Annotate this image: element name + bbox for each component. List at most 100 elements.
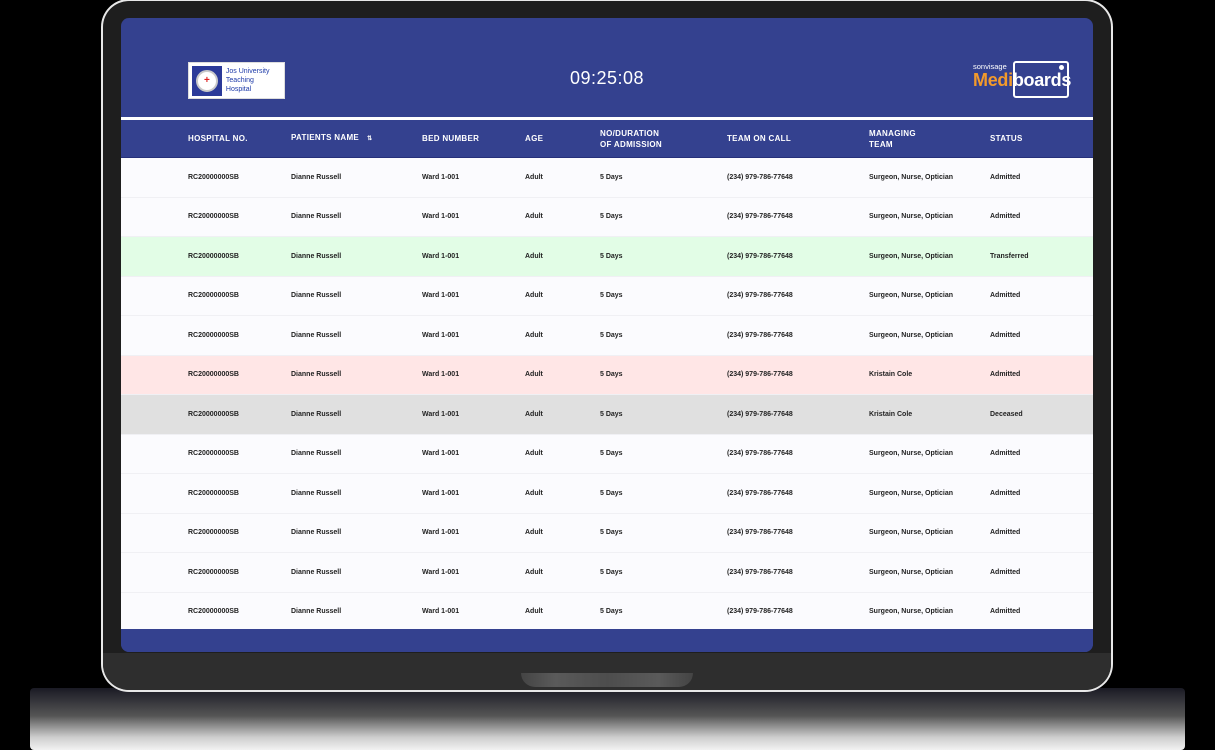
duration-cell: 5 Days (600, 173, 623, 181)
patient-name-cell: Dianne Russell (291, 568, 342, 576)
table-row[interactable]: RC20000000SB Dianne Russell Ward 1-001 Adul… (121, 197, 1093, 237)
managing-team-cell: Surgeon, Nurse, Optician (869, 608, 954, 616)
patient-name-cell: Dianne Russell (291, 331, 342, 339)
status-cell: Admitted (990, 529, 1021, 537)
col-managing-team[interactable]: MANAGING TEAM (869, 128, 916, 150)
status-cell: Admitted (990, 331, 1021, 339)
managing-team-cell: Surgeon, Nurse, Optician (869, 529, 954, 537)
col-age[interactable]: AGE (525, 134, 544, 143)
age-cell: Adult (525, 410, 543, 418)
status-cell: Admitted (990, 371, 1021, 379)
table-row[interactable]: RC20000000SB Dianne Russell Ward 1-001 Adul… (121, 276, 1093, 316)
hospital-emblem-icon: + (192, 65, 222, 96)
managing-team-cell: Surgeon, Nurse, Optician (869, 292, 954, 300)
laptop-notch (521, 673, 693, 687)
patient-name-cell: Dianne Russell (291, 450, 342, 458)
top-header: + Jos University Teaching Hospital 09:25… (121, 18, 1093, 117)
bed-number-cell: Ward 1-001 (422, 213, 460, 221)
clock: 09:25:08 (569, 68, 645, 88)
col-hospital-no[interactable]: HOSPITAL NO. (188, 134, 248, 143)
age-cell: Adult (525, 331, 543, 339)
bed-number-cell: Ward 1-001 (422, 568, 460, 576)
managing-team-cell: Surgeon, Nurse, Optician (869, 213, 954, 221)
duration-cell: 5 Days (600, 568, 623, 576)
team-on-call-cell: (234) 979-786-77648 (727, 410, 793, 418)
status-cell: Admitted (990, 608, 1021, 616)
age-cell: Adult (525, 173, 543, 181)
table-row[interactable]: RC20000000SB Dianne Russell Ward 1-001 Adul… (121, 474, 1093, 514)
duration-cell: 5 Days (600, 331, 623, 339)
bed-number-cell: Ward 1-001 (422, 450, 460, 458)
col-managing-line2: TEAM (869, 139, 893, 149)
col-team-on-call[interactable]: TEAM ON CALL (727, 134, 792, 143)
hospital-no-cell: RC20000000SB (188, 292, 239, 300)
table-row[interactable]: RC20000000SB Dianne Russell Ward 1-001 Adul… (121, 316, 1093, 356)
hospital-logo: + Jos University Teaching Hospital (188, 62, 285, 99)
patient-name-cell: Dianne Russell (291, 213, 342, 221)
team-on-call-cell: (234) 979-786-77648 (727, 371, 793, 379)
col-patients-name-label: PATIENTS NAME (291, 133, 360, 142)
team-on-call-cell: (234) 979-786-77648 (727, 213, 793, 221)
mediboards-logo: sonvisage Mediboards (971, 60, 1071, 100)
team-on-call-cell: (234) 979-786-77648 (727, 568, 793, 576)
laptop-chin (103, 653, 1111, 690)
team-on-call-cell: (234) 979-786-77648 (727, 529, 793, 537)
table-row[interactable]: RC20000000SB Dianne Russell Ward 1-001 Adul… (121, 553, 1093, 593)
duration-cell: 5 Days (600, 213, 623, 221)
hospital-no-cell: RC20000000SB (188, 529, 239, 537)
managing-team-cell: Kristain Cole (869, 371, 913, 379)
screen: + Jos University Teaching Hospital 09:25… (121, 18, 1093, 652)
patient-name-cell: Dianne Russell (291, 173, 342, 181)
duration-cell: 5 Days (600, 608, 623, 616)
laptop-frame: + Jos University Teaching Hospital 09:25… (103, 1, 1111, 690)
team-on-call-cell: (234) 979-786-77648 (727, 608, 793, 616)
hospital-no-cell: RC20000000SB (188, 608, 239, 616)
table-row[interactable]: RC20000000SB Dianne Russell Ward 1-001 Adul… (121, 158, 1093, 198)
duration-cell: 5 Days (600, 292, 623, 300)
team-on-call-cell: (234) 979-786-77648 (727, 450, 793, 458)
hospital-no-cell: RC20000000SB (188, 252, 239, 260)
duration-cell: 5 Days (600, 252, 623, 260)
sort-icon[interactable]: ⇅ (367, 136, 373, 142)
header-divider (121, 117, 1093, 120)
col-bed-number[interactable]: BED NUMBER (422, 134, 480, 143)
status-cell: Admitted (990, 489, 1021, 497)
status-cell: Transferred (990, 252, 1029, 260)
col-duration[interactable]: NO/DURATION OF ADMISSION (600, 128, 662, 150)
bed-number-cell: Ward 1-001 (422, 489, 460, 497)
col-status[interactable]: STATUS (990, 134, 1023, 143)
col-patients-name[interactable]: PATIENTS NAME ⇅ (291, 132, 372, 145)
managing-team-cell: Kristain Cole (869, 410, 913, 418)
age-cell: Adult (525, 252, 543, 260)
table-row[interactable]: RC20000000SB Dianne Russell Ward 1-001 Adul… (121, 513, 1093, 553)
status-cell: Admitted (990, 213, 1021, 221)
duration-cell: 5 Days (600, 450, 623, 458)
table-row[interactable]: RC20000000SB Dianne Russell Ward 1-001 Adul… (121, 237, 1093, 277)
col-duration-line1: NO/DURATION (600, 128, 660, 138)
table-row[interactable]: RC20000000SB Dianne Russell Ward 1-001 Adul… (121, 434, 1093, 474)
duration-cell: 5 Days (600, 371, 623, 379)
age-cell: Adult (525, 529, 543, 537)
hospital-no-cell: RC20000000SB (188, 489, 239, 497)
team-on-call-cell: (234) 979-786-77648 (727, 252, 793, 260)
footer-bar (121, 629, 1093, 652)
bed-number-cell: Ward 1-001 (422, 529, 460, 537)
table-row[interactable]: RC20000000SB Dianne Russell Ward 1-001 Adul… (121, 395, 1093, 435)
patient-name-cell: Dianne Russell (291, 252, 342, 260)
bed-number-cell: Ward 1-001 (422, 608, 460, 616)
board-icon (1013, 61, 1069, 98)
patient-name-cell: Dianne Russell (291, 608, 342, 616)
hospital-no-cell: RC20000000SB (188, 568, 239, 576)
bed-number-cell: Ward 1-001 (422, 173, 460, 181)
table-row[interactable]: RC20000000SB Dianne Russell Ward 1-001 Adul… (121, 592, 1093, 632)
status-cell: Admitted (990, 450, 1021, 458)
status-cell: Deceased (990, 410, 1023, 418)
managing-team-cell: Surgeon, Nurse, Optician (869, 489, 954, 497)
hospital-no-cell: RC20000000SB (188, 371, 239, 379)
table-row[interactable]: RC20000000SB Dianne Russell Ward 1-001 Adul… (121, 355, 1093, 395)
hospital-name-line1: Jos University (225, 68, 270, 75)
bed-number-cell: Ward 1-001 (422, 410, 460, 418)
hospital-no-cell: RC20000000SB (188, 331, 239, 339)
bed-number-cell: Ward 1-001 (422, 371, 460, 379)
table-body: RC20000000SB Dianne Russell Ward 1-001 Adul… (121, 158, 1093, 632)
